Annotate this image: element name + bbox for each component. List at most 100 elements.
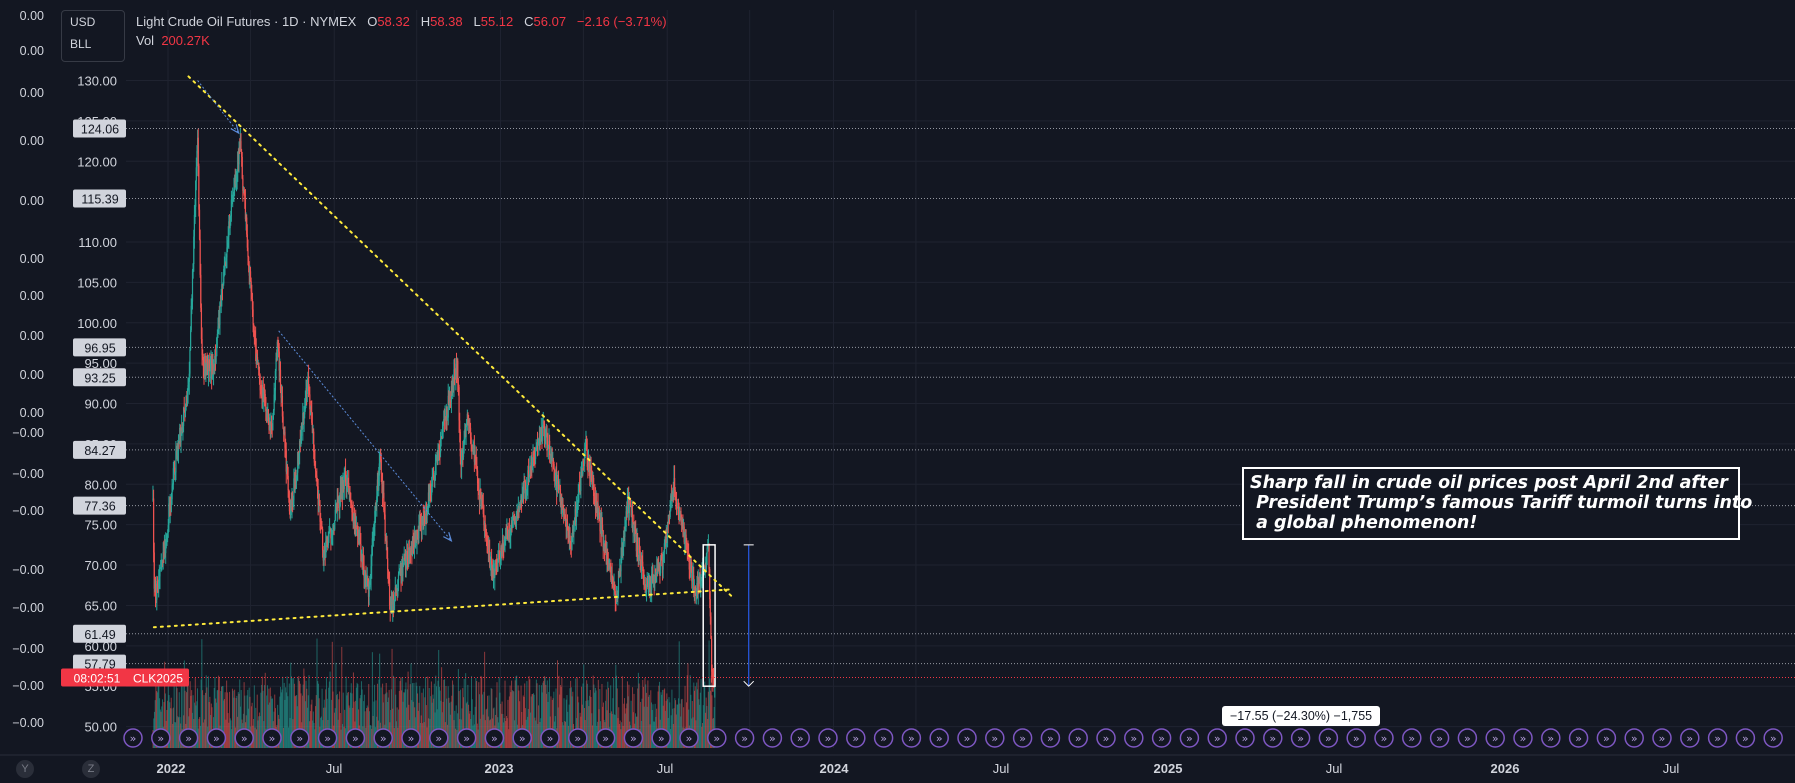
event-icon[interactable] bbox=[595, 728, 616, 748]
candle-body bbox=[307, 376, 309, 381]
arrow-line[interactable] bbox=[278, 330, 452, 542]
event-icon[interactable] bbox=[1290, 728, 1311, 748]
candle-body bbox=[445, 417, 447, 421]
event-icon[interactable] bbox=[1707, 728, 1728, 748]
candle-body bbox=[672, 491, 674, 495]
arrow-line[interactable] bbox=[197, 80, 239, 134]
candle-body bbox=[662, 556, 664, 570]
event-icon[interactable] bbox=[790, 728, 810, 748]
volume-bar bbox=[226, 692, 228, 748]
event-icon[interactable] bbox=[985, 728, 1005, 748]
volume-bar bbox=[192, 695, 194, 748]
currency-selector[interactable]: USD BLL bbox=[61, 10, 125, 62]
event-icon[interactable] bbox=[901, 728, 922, 748]
volume-bar bbox=[529, 679, 531, 748]
event-icon[interactable] bbox=[1179, 728, 1200, 748]
trendline[interactable] bbox=[187, 75, 734, 599]
chart-annotation[interactable]: Sharp fall in crude oil prices post Apri… bbox=[1242, 467, 1752, 540]
event-icon[interactable] bbox=[1263, 728, 1283, 748]
event-icon[interactable] bbox=[206, 728, 227, 748]
event-icon[interactable] bbox=[1735, 728, 1756, 748]
event-icon[interactable] bbox=[1513, 728, 1533, 748]
event-icon[interactable] bbox=[262, 728, 282, 748]
z-axis-button[interactable]: Z bbox=[82, 760, 100, 778]
event-icon[interactable] bbox=[818, 728, 838, 748]
event-icon[interactable] bbox=[1624, 728, 1644, 748]
volume-bar bbox=[616, 675, 618, 748]
event-icon[interactable] bbox=[290, 728, 310, 748]
event-icon[interactable] bbox=[1124, 728, 1144, 748]
event-icon[interactable] bbox=[1652, 728, 1672, 748]
double-chevron-right-icon: » bbox=[1325, 732, 1332, 745]
y-axis-button[interactable]: Y bbox=[16, 760, 34, 778]
event-icon[interactable] bbox=[1402, 728, 1422, 748]
event-icon[interactable] bbox=[345, 728, 366, 748]
volume-bar bbox=[625, 708, 627, 748]
event-icon[interactable] bbox=[429, 728, 449, 748]
event-icon[interactable] bbox=[734, 728, 755, 748]
volume-bar bbox=[654, 703, 656, 748]
event-icon[interactable] bbox=[1457, 728, 1478, 748]
event-icon[interactable] bbox=[401, 728, 421, 748]
event-icon[interactable] bbox=[1346, 728, 1366, 748]
candle-body bbox=[289, 511, 291, 515]
event-icon[interactable] bbox=[1235, 728, 1255, 748]
event-icon[interactable] bbox=[1207, 728, 1227, 748]
symbol-legend[interactable]: Light Crude Oil Futures · 1D · NYMEX O58… bbox=[136, 12, 667, 50]
candle-body bbox=[313, 452, 315, 463]
event-icon[interactable] bbox=[123, 728, 143, 748]
currency-usd[interactable]: USD bbox=[70, 15, 96, 29]
event-icon[interactable] bbox=[234, 728, 254, 748]
candle-body bbox=[482, 504, 484, 515]
event-icon[interactable] bbox=[540, 728, 560, 748]
event-icon[interactable] bbox=[1763, 728, 1783, 748]
event-icon[interactable] bbox=[1068, 728, 1088, 748]
event-icon[interactable] bbox=[1596, 728, 1617, 748]
event-icon[interactable] bbox=[679, 728, 699, 748]
event-icon[interactable] bbox=[651, 728, 671, 748]
event-icon[interactable] bbox=[373, 728, 393, 748]
event-icon[interactable] bbox=[1318, 728, 1339, 748]
candle-body bbox=[236, 172, 238, 179]
event-icon[interactable] bbox=[151, 728, 171, 748]
event-icon[interactable] bbox=[873, 728, 894, 748]
event-icon[interactable] bbox=[512, 728, 532, 748]
event-icon[interactable] bbox=[456, 728, 477, 748]
event-icon[interactable] bbox=[317, 728, 338, 748]
symbol-title[interactable]: Light Crude Oil Futures · 1D · NYMEX bbox=[136, 14, 357, 29]
candle-body bbox=[169, 497, 171, 514]
event-icon[interactable] bbox=[1096, 728, 1116, 748]
event-icon[interactable] bbox=[957, 728, 977, 748]
event-icon[interactable] bbox=[1541, 728, 1561, 748]
highlight-box[interactable] bbox=[702, 544, 716, 687]
candle-body bbox=[667, 521, 669, 523]
event-icon[interactable] bbox=[1374, 728, 1394, 748]
event-icon[interactable] bbox=[1485, 728, 1505, 748]
event-icon[interactable] bbox=[623, 728, 644, 748]
volume-bar bbox=[287, 696, 289, 748]
candle-body bbox=[572, 529, 574, 535]
event-icon[interactable] bbox=[178, 728, 199, 748]
event-icon[interactable] bbox=[762, 728, 783, 748]
event-icon[interactable] bbox=[1429, 728, 1450, 748]
volume-bar bbox=[383, 694, 385, 748]
event-icon[interactable] bbox=[1012, 728, 1033, 748]
event-icon[interactable] bbox=[568, 728, 588, 748]
volume-bar bbox=[317, 681, 319, 748]
currency-unit[interactable]: BLL bbox=[70, 37, 92, 51]
event-icon[interactable] bbox=[1680, 728, 1700, 748]
event-icon[interactable] bbox=[929, 728, 949, 748]
event-icon[interactable] bbox=[1151, 728, 1172, 748]
candle-body bbox=[475, 454, 477, 460]
event-icon[interactable] bbox=[846, 728, 866, 748]
candle-body bbox=[179, 427, 181, 444]
event-icon[interactable] bbox=[1568, 728, 1589, 748]
event-icon[interactable] bbox=[707, 728, 727, 748]
volume-bar bbox=[191, 690, 193, 748]
event-icon[interactable] bbox=[484, 728, 505, 748]
trendline[interactable] bbox=[152, 588, 734, 629]
event-icon[interactable] bbox=[1040, 728, 1061, 748]
candle-body bbox=[306, 380, 308, 395]
